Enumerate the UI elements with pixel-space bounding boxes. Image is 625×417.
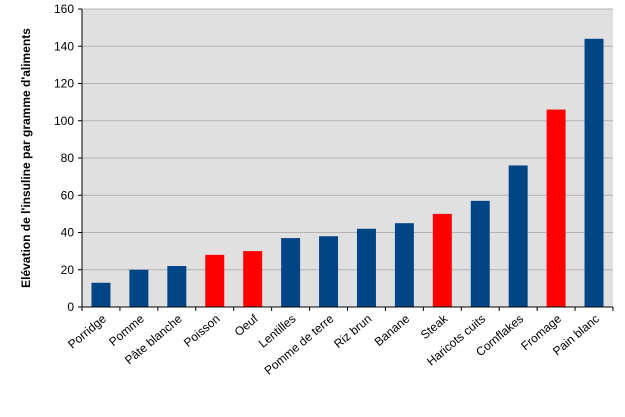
x-tick-label: Riz brun xyxy=(331,312,374,351)
y-axis-label: Elévation de l'insuline par gramme d'ali… xyxy=(19,28,33,288)
bar-12 xyxy=(546,109,566,307)
bars xyxy=(91,38,604,308)
y-tick-label: 40 xyxy=(61,226,75,240)
x-tick-label: Oeuf xyxy=(232,311,261,339)
x-tick-label: Porridge xyxy=(65,311,109,351)
y-tick-label: 140 xyxy=(54,39,74,53)
y-tick-labels: 0 20 40 60 80 100 120 140 160 xyxy=(54,2,82,314)
y-tick-label: 160 xyxy=(54,2,74,16)
bar-2 xyxy=(167,266,187,307)
bar-3 xyxy=(205,254,225,307)
bar-5 xyxy=(281,238,301,307)
bar-11 xyxy=(508,165,528,307)
x-tick-label: Banane xyxy=(372,311,413,349)
x-tick-label: Poisson xyxy=(181,312,223,350)
bar-6 xyxy=(319,236,339,307)
y-tick-label: 0 xyxy=(67,300,74,314)
bar-1 xyxy=(129,269,149,307)
y-tick-label: 120 xyxy=(54,77,74,91)
y-tick-label: 80 xyxy=(61,151,75,165)
bar-10 xyxy=(470,200,490,307)
bar-7 xyxy=(356,228,376,307)
y-tick-label: 20 xyxy=(61,263,75,277)
bar-13 xyxy=(584,38,604,308)
x-tick-label: Pomme de terre xyxy=(262,311,337,377)
y-tick-label: 100 xyxy=(54,114,74,128)
x-tick-label: Steak xyxy=(418,311,451,342)
bar-4 xyxy=(243,251,263,307)
bar-0 xyxy=(91,282,111,307)
y-tick-label: 60 xyxy=(61,188,75,202)
bar-9 xyxy=(432,213,452,307)
bar-8 xyxy=(394,223,414,307)
